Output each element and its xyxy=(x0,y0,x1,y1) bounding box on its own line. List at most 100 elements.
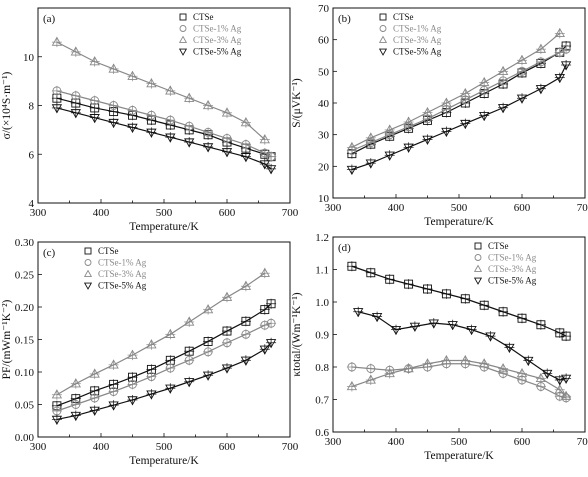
x-tick-label: 500 xyxy=(156,207,173,219)
panel-d: 300 400 500 600 700 0.6 0.7 0.8 0.9 1.0 1.1 1.2 Temp… xyxy=(291,232,588,462)
series-line xyxy=(351,359,567,397)
y-tick-label: 1.0 xyxy=(315,297,329,309)
y-tick-label: 0.7 xyxy=(315,395,329,407)
x-axis-title: Temperature/K xyxy=(129,221,199,233)
y-axis-title: PF/(mWm⁻¹K⁻²) xyxy=(1,299,13,379)
series-line xyxy=(56,107,272,170)
y-axis-title: κtotal/(Wm⁻¹K⁻¹) xyxy=(291,292,303,376)
legend-entry: CTSe-3% Ag xyxy=(488,264,537,274)
legend-marker xyxy=(379,25,387,32)
legend-entry: CTSe xyxy=(193,12,214,22)
panel-a: 300 400 500 600 700 4 6 8 10 Temperature/K σ/(×10⁴… xyxy=(1,7,299,233)
x-tick-label: 700 xyxy=(577,436,588,448)
series-ctse-1-ag xyxy=(346,358,572,403)
legend-marker xyxy=(84,259,92,266)
series-ctse-5-ag xyxy=(346,60,572,176)
y-tick-label: 30 xyxy=(318,130,330,142)
panel-label: (a) xyxy=(43,13,56,25)
legend-marker xyxy=(178,48,188,56)
x-tick-label: 600 xyxy=(219,441,236,453)
y-tick-label: 6 xyxy=(29,149,35,161)
series-ctse-5-ag xyxy=(51,337,277,425)
y-tick-label: 0.15 xyxy=(15,335,35,347)
series-line xyxy=(351,32,561,148)
y-tick-label: 0.20 xyxy=(15,302,35,314)
y-tick-label: 0.9 xyxy=(315,330,329,342)
series-ctse-3-ag xyxy=(346,354,572,402)
x-tick-label: 600 xyxy=(514,202,531,214)
legend-entry: CTSe-3% Ag xyxy=(393,35,442,45)
x-axis-title: Temperature/K xyxy=(129,455,199,467)
legend-entry: CTSe-5% Ag xyxy=(393,47,442,57)
x-tick-label: 300 xyxy=(325,202,342,214)
legend-marker xyxy=(178,35,188,43)
series-line xyxy=(351,48,567,152)
legend-marker xyxy=(474,254,482,261)
y-tick-label: 1.1 xyxy=(315,265,329,277)
x-tick-label: 500 xyxy=(451,436,468,448)
legend-entry: CTSe-5% Ag xyxy=(98,281,147,291)
panel-label: (c) xyxy=(43,247,56,259)
series-line xyxy=(351,363,567,399)
x-tick-label: 700 xyxy=(282,441,299,453)
series-line xyxy=(56,342,272,421)
series-line xyxy=(56,97,272,158)
series-ctse xyxy=(346,41,572,159)
series-ctse-1-ag xyxy=(346,44,572,156)
y-tick-label: 20 xyxy=(318,161,330,173)
y-tick-label: 4 xyxy=(29,198,35,210)
legend-entry: CTSe-5% Ag xyxy=(488,276,537,286)
series-ctse-1-ag xyxy=(51,318,277,416)
x-tick-label: 700 xyxy=(577,202,588,214)
x-tick-label: 600 xyxy=(514,436,531,448)
series-ctse-3-ag xyxy=(51,36,270,145)
plot-frame xyxy=(332,236,586,433)
x-tick-label: 500 xyxy=(451,202,468,214)
legend-entry: CTSe-5% Ag xyxy=(193,47,242,57)
panel-label: (b) xyxy=(338,13,351,25)
legend-marker xyxy=(83,282,93,290)
legend-marker xyxy=(473,277,483,285)
series-line xyxy=(56,322,272,412)
legend-entry: CTSe-1% Ag xyxy=(98,258,147,268)
y-tick-label: 0.00 xyxy=(15,432,35,444)
x-tick-label: 700 xyxy=(282,207,299,219)
x-tick-label: 300 xyxy=(30,207,47,219)
x-tick-label: 400 xyxy=(388,202,405,214)
y-tick-label: 60 xyxy=(318,35,330,47)
series-ctse-3-ag xyxy=(346,27,565,153)
legend-marker xyxy=(378,48,388,56)
series-ctse-3-ag xyxy=(51,267,270,400)
y-tick-label: 0.6 xyxy=(315,427,329,439)
legend-marker xyxy=(378,35,388,43)
legend-entry: CTSe xyxy=(98,246,119,256)
series-ctse xyxy=(51,298,277,411)
series-line xyxy=(56,41,266,141)
legend-marker xyxy=(379,13,387,21)
legend-entry: CTSe xyxy=(393,12,414,22)
y-tick-label: 10 xyxy=(23,52,35,64)
series-line xyxy=(351,64,567,171)
legend-entry: CTSe-3% Ag xyxy=(98,269,147,279)
series-ctse-5-ag xyxy=(51,102,277,175)
legend-marker xyxy=(179,25,187,32)
y-tick-label: 40 xyxy=(318,98,330,110)
y-tick-label: 0.05 xyxy=(15,400,35,412)
panel-c: 300 400 500 600 700 0.00 0.05 0.10 0.15 0.20 0.25 0… xyxy=(1,237,299,467)
legend-entry: CTSe-1% Ag xyxy=(393,24,442,34)
x-tick-label: 400 xyxy=(388,436,405,448)
legend-entry: CTSe-1% Ag xyxy=(193,24,242,34)
y-tick-label: 1.2 xyxy=(315,232,329,244)
panel-b: 300 400 500 600 700 10 20 30 40 50 60 70 Temperature… xyxy=(291,3,588,228)
y-tick-label: 70 xyxy=(318,3,330,15)
x-tick-label: 300 xyxy=(325,436,342,448)
y-tick-label: 0.8 xyxy=(315,362,329,374)
series-ctse xyxy=(51,93,277,162)
y-tick-label: 0.10 xyxy=(15,367,35,379)
x-axis-title: Temperature/K xyxy=(424,216,494,228)
y-axis-title: S/(μVK⁻¹) xyxy=(291,78,303,128)
series-ctse xyxy=(346,261,572,342)
x-tick-label: 300 xyxy=(30,441,47,453)
x-axis-title: Temperature/K xyxy=(424,450,494,462)
y-tick-label: 8 xyxy=(29,101,35,113)
